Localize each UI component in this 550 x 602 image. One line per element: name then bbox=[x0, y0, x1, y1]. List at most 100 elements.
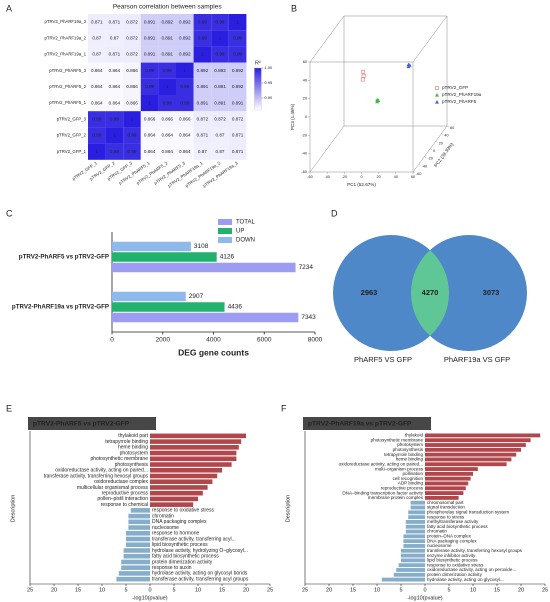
term-label: photosystem bbox=[120, 450, 148, 456]
heatmap-cell bbox=[123, 95, 141, 112]
cell-label: 0.99 bbox=[128, 149, 137, 154]
cell-label: 0.871 bbox=[197, 133, 209, 138]
category-label: pTRV2-PhARF19a vs pTRV2-GFP bbox=[12, 304, 109, 311]
heatmap-cell bbox=[158, 62, 176, 79]
heatmap-cell bbox=[123, 78, 141, 95]
value-label: 4436 bbox=[228, 304, 243, 311]
colorbar-tick-label: 1.00 bbox=[264, 65, 273, 70]
heatmap-cell bbox=[158, 95, 176, 112]
cell-label: 0.872 bbox=[126, 52, 138, 57]
panel-label: D bbox=[331, 208, 338, 218]
bar bbox=[150, 456, 237, 462]
y-tick bbox=[424, 156, 427, 158]
term-label: tetrapyrrole binding bbox=[105, 439, 148, 445]
y-tick bbox=[429, 148, 433, 151]
heatmap-cell bbox=[88, 95, 106, 112]
cell-label: 0.872 bbox=[126, 36, 138, 41]
bar bbox=[393, 572, 425, 577]
x-tick-label: 20 bbox=[51, 587, 57, 593]
bar bbox=[408, 515, 425, 520]
cell-label: 0.866 bbox=[126, 68, 138, 73]
term-label: oxidoreductase activity, acting on paire… bbox=[55, 468, 148, 474]
heatmap-cell bbox=[193, 30, 212, 47]
bar bbox=[425, 467, 478, 471]
term-label: cell recognition bbox=[393, 476, 424, 481]
heatmap-cell bbox=[176, 127, 194, 144]
cell-label: 0.864 bbox=[109, 84, 121, 89]
row-label: pTRV2_PhARF5_3 bbox=[49, 68, 86, 73]
cell-label: 0.871 bbox=[109, 52, 121, 57]
y-tick-label: -20 bbox=[427, 157, 433, 161]
heatmap-cell bbox=[211, 95, 229, 112]
cell-label: 0.99 bbox=[233, 36, 242, 41]
cell-label: 0.99 bbox=[216, 52, 225, 57]
x-tick-label: -60 bbox=[307, 175, 313, 179]
heatmap-cell bbox=[140, 14, 159, 31]
x-tick-label: 0 bbox=[423, 587, 426, 593]
term-label: pollen–pistil interaction bbox=[97, 496, 148, 502]
y-tick-label: 40 bbox=[444, 134, 448, 138]
x-tick-label: 5 bbox=[124, 587, 127, 593]
heatmap-cell bbox=[176, 78, 194, 95]
cell-label: 0.99 bbox=[128, 133, 137, 138]
cell-label: 0.99 bbox=[145, 68, 154, 73]
colorbar-tick-label: 0.95 bbox=[264, 80, 273, 85]
cell-label: 0.891 bbox=[144, 52, 156, 57]
colorbar-title: R² bbox=[255, 60, 261, 66]
term-label: protein–DNA complex bbox=[427, 534, 472, 539]
cell-label: 0.99 bbox=[110, 149, 119, 154]
cell-label: 0.891 bbox=[214, 84, 226, 89]
z-tick-label: 40 bbox=[303, 78, 307, 82]
cell-label: 0.87 bbox=[92, 52, 101, 57]
bar bbox=[130, 508, 150, 513]
cell-label: 0.891 bbox=[197, 84, 209, 89]
term-label: transferase activity, transferring acyl … bbox=[152, 576, 249, 582]
bar bbox=[150, 439, 242, 444]
cell-label: 0.864 bbox=[161, 149, 173, 154]
heatmap-cell bbox=[176, 62, 194, 79]
cell-label: 1 bbox=[166, 84, 169, 89]
heatmap-cell bbox=[105, 111, 124, 128]
term-label: DNA packaging complex bbox=[152, 519, 207, 525]
x-tick-label: 5 bbox=[447, 587, 450, 593]
point bbox=[361, 73, 366, 78]
cell-label: 0.871 bbox=[91, 19, 103, 24]
heatmap-cell bbox=[105, 143, 124, 160]
cell-label: 0.864 bbox=[144, 149, 156, 154]
box-edge bbox=[412, 15, 448, 63]
x-tick-label: 40 bbox=[394, 175, 398, 179]
y-tick bbox=[418, 164, 421, 166]
cell-label: 0.864 bbox=[91, 68, 103, 73]
heatmap-cell bbox=[88, 14, 106, 31]
heatmap-cell bbox=[105, 78, 124, 95]
bar bbox=[403, 534, 425, 539]
bar bbox=[408, 510, 425, 515]
point bbox=[360, 77, 365, 82]
cell-label: 0.99 bbox=[110, 117, 119, 122]
bar bbox=[112, 241, 191, 252]
heatmap-cell bbox=[88, 30, 106, 47]
cell-label: 0.891 bbox=[197, 100, 209, 105]
bar bbox=[425, 433, 541, 438]
bar bbox=[401, 553, 425, 558]
term-label: response to stress bbox=[427, 514, 465, 519]
x-tick-label: 2000 bbox=[156, 337, 171, 344]
bar bbox=[116, 576, 150, 582]
heatmap-cell bbox=[123, 111, 141, 128]
cell-label: 0.99 bbox=[92, 133, 101, 138]
cell-label: 0.892 bbox=[179, 52, 191, 57]
cell-label: 0.864 bbox=[161, 133, 173, 138]
term-label: lipid biosynthetic process bbox=[152, 542, 208, 548]
cell-label: 0.864 bbox=[179, 133, 191, 138]
heatmap-cell bbox=[140, 95, 159, 112]
bar bbox=[405, 529, 425, 534]
bar bbox=[118, 571, 150, 576]
term-label: multi–organism process bbox=[375, 466, 424, 471]
bar bbox=[425, 447, 521, 452]
cell-label: 0.891 bbox=[161, 36, 173, 41]
bar bbox=[121, 565, 150, 570]
z-tick-label: 0 bbox=[305, 115, 307, 119]
heatmap-cell bbox=[176, 143, 194, 160]
